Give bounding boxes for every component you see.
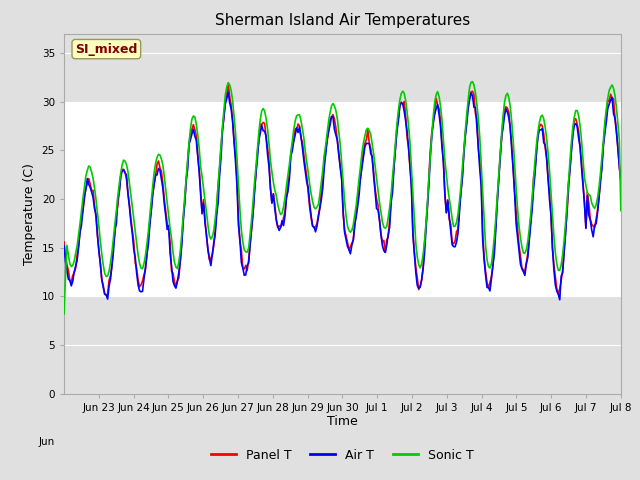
- Panel T: [460, 150, 468, 156]
- Sonic T: [97, 239, 104, 244]
- Sonic T: [457, 184, 465, 190]
- Air T: [97, 261, 104, 267]
- Air T: [60, 242, 68, 248]
- Line: Air T: Air T: [64, 92, 621, 300]
- Text: SI_mixed: SI_mixed: [75, 43, 138, 56]
- Air T: [225, 89, 232, 95]
- Sonic T: [614, 120, 621, 126]
- Air T: [556, 297, 564, 303]
- Sonic T: [60, 311, 68, 317]
- Air T: [79, 208, 87, 214]
- Air T: [616, 163, 623, 169]
- Air T: [541, 142, 549, 148]
- X-axis label: Time: Time: [327, 415, 358, 429]
- Bar: [64, 102, 621, 296]
- Air T: [458, 176, 466, 181]
- Sonic T: [541, 124, 549, 130]
- Panel T: [79, 208, 87, 214]
- Air T: [348, 242, 356, 248]
- Text: Jun: Jun: [38, 437, 55, 447]
- Panel T: [617, 178, 625, 183]
- Panel T: [349, 237, 357, 243]
- Panel T: [543, 156, 550, 162]
- Y-axis label: Temperature (C): Temperature (C): [23, 163, 36, 264]
- Sonic T: [346, 229, 354, 235]
- Sonic T: [617, 208, 625, 214]
- Air T: [617, 177, 625, 183]
- Panel T: [616, 165, 623, 171]
- Panel T: [225, 82, 232, 88]
- Panel T: [102, 292, 110, 298]
- Line: Panel T: Panel T: [64, 85, 621, 295]
- Panel T: [60, 239, 68, 245]
- Sonic T: [468, 79, 476, 84]
- Line: Sonic T: Sonic T: [64, 82, 621, 314]
- Legend: Panel T, Air T, Sonic T: Panel T, Air T, Sonic T: [206, 444, 479, 467]
- Sonic T: [79, 196, 87, 202]
- Panel T: [97, 260, 104, 266]
- Title: Sherman Island Air Temperatures: Sherman Island Air Temperatures: [215, 13, 470, 28]
